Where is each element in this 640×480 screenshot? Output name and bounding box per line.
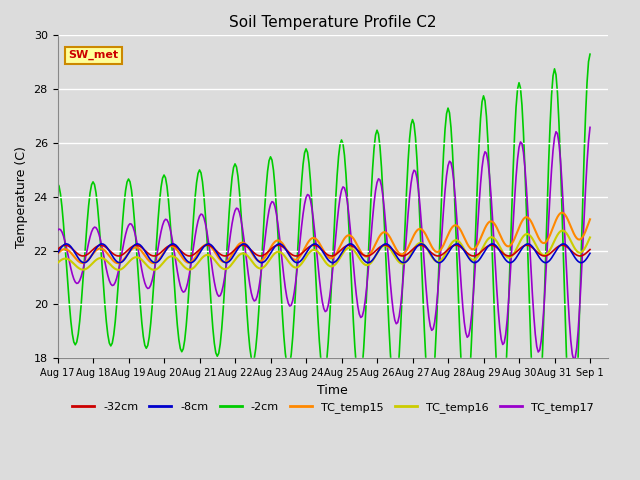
-32cm <box>70 247 77 253</box>
-32cm <box>360 252 367 258</box>
TC_temp17 <box>374 176 382 182</box>
TC_temp17 <box>54 228 61 233</box>
-2cm <box>357 377 365 383</box>
TC_temp16 <box>376 246 384 252</box>
-2cm <box>153 237 161 243</box>
TC_temp17 <box>586 124 594 130</box>
TC_temp15 <box>586 216 594 222</box>
TC_temp15 <box>54 251 61 257</box>
Title: Soil Temperature Profile C2: Soil Temperature Profile C2 <box>229 15 436 30</box>
TC_temp15 <box>523 214 531 220</box>
-8cm <box>70 248 77 254</box>
X-axis label: Time: Time <box>317 384 348 396</box>
-32cm <box>54 247 61 252</box>
-8cm <box>360 257 367 263</box>
-8cm <box>156 257 163 263</box>
-2cm <box>374 132 382 137</box>
Line: TC_temp15: TC_temp15 <box>58 213 590 263</box>
-32cm <box>390 247 397 253</box>
-2cm <box>54 180 61 186</box>
TC_temp16 <box>558 228 566 233</box>
TC_temp16 <box>68 259 76 265</box>
-32cm <box>378 243 385 249</box>
-2cm <box>521 166 529 172</box>
Y-axis label: Temperature (C): Temperature (C) <box>15 146 28 248</box>
TC_temp17 <box>68 271 76 277</box>
-32cm <box>79 253 86 259</box>
Text: SW_met: SW_met <box>68 50 118 60</box>
TC_temp16 <box>154 265 162 271</box>
TC_temp15 <box>558 210 566 216</box>
Legend: -32cm, -8cm, -2cm, TC_temp15, TC_temp16, TC_temp17: -32cm, -8cm, -2cm, TC_temp15, TC_temp16,… <box>67 397 598 417</box>
-8cm <box>390 248 397 254</box>
TC_temp17 <box>387 280 394 286</box>
TC_temp17 <box>357 314 365 320</box>
TC_temp15 <box>154 258 162 264</box>
-8cm <box>378 244 385 250</box>
TC_temp16 <box>54 260 61 266</box>
-2cm <box>387 350 394 356</box>
TC_temp16 <box>388 249 396 254</box>
Line: TC_temp17: TC_temp17 <box>58 127 590 360</box>
-32cm <box>61 242 68 248</box>
TC_temp16 <box>586 235 594 240</box>
TC_temp16 <box>523 231 531 237</box>
Line: -8cm: -8cm <box>58 244 590 263</box>
TC_temp16 <box>358 259 366 265</box>
-32cm <box>586 247 594 252</box>
-8cm <box>586 251 594 256</box>
-32cm <box>524 242 532 248</box>
TC_temp15 <box>358 251 366 257</box>
Line: TC_temp16: TC_temp16 <box>58 230 590 270</box>
TC_temp15 <box>68 252 76 257</box>
-8cm <box>80 260 88 265</box>
TC_temp16 <box>115 267 122 273</box>
-2cm <box>568 448 576 454</box>
TC_temp15 <box>115 260 122 266</box>
-2cm <box>68 331 76 337</box>
Line: -32cm: -32cm <box>58 245 590 256</box>
-8cm <box>63 241 70 247</box>
TC_temp15 <box>388 238 396 243</box>
-2cm <box>586 51 594 57</box>
-8cm <box>54 251 61 256</box>
TC_temp17 <box>570 357 577 363</box>
-8cm <box>524 241 532 247</box>
TC_temp17 <box>153 254 161 260</box>
Line: -2cm: -2cm <box>58 54 590 451</box>
-32cm <box>156 251 163 256</box>
TC_temp15 <box>376 233 384 239</box>
TC_temp17 <box>521 165 529 170</box>
